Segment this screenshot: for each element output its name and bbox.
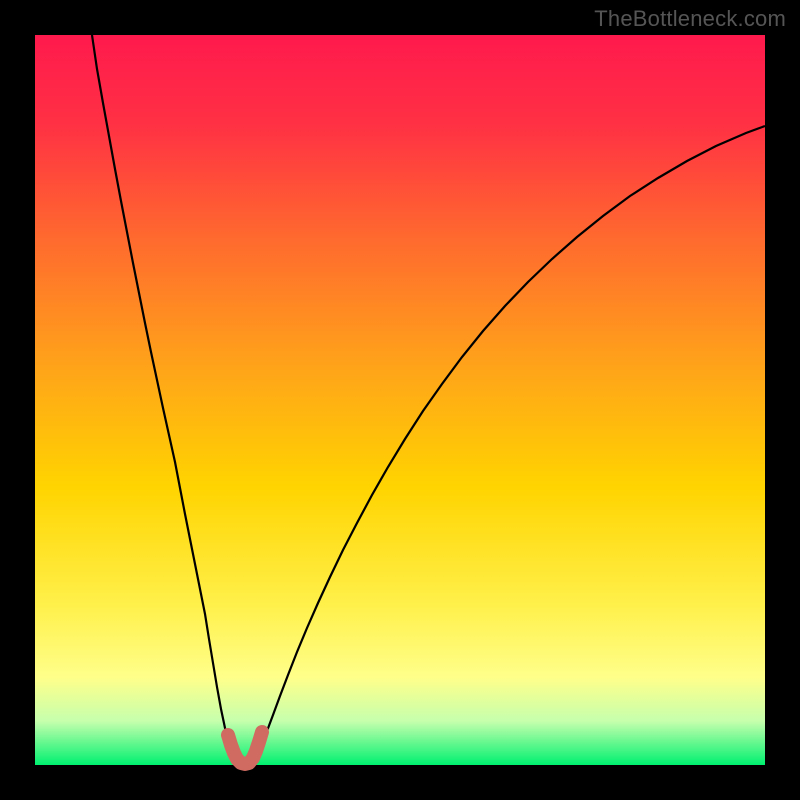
chart-svg <box>0 0 800 800</box>
watermark-text: TheBottleneck.com <box>594 6 786 32</box>
figure-root: TheBottleneck.com <box>0 0 800 800</box>
plot-background <box>35 35 765 765</box>
